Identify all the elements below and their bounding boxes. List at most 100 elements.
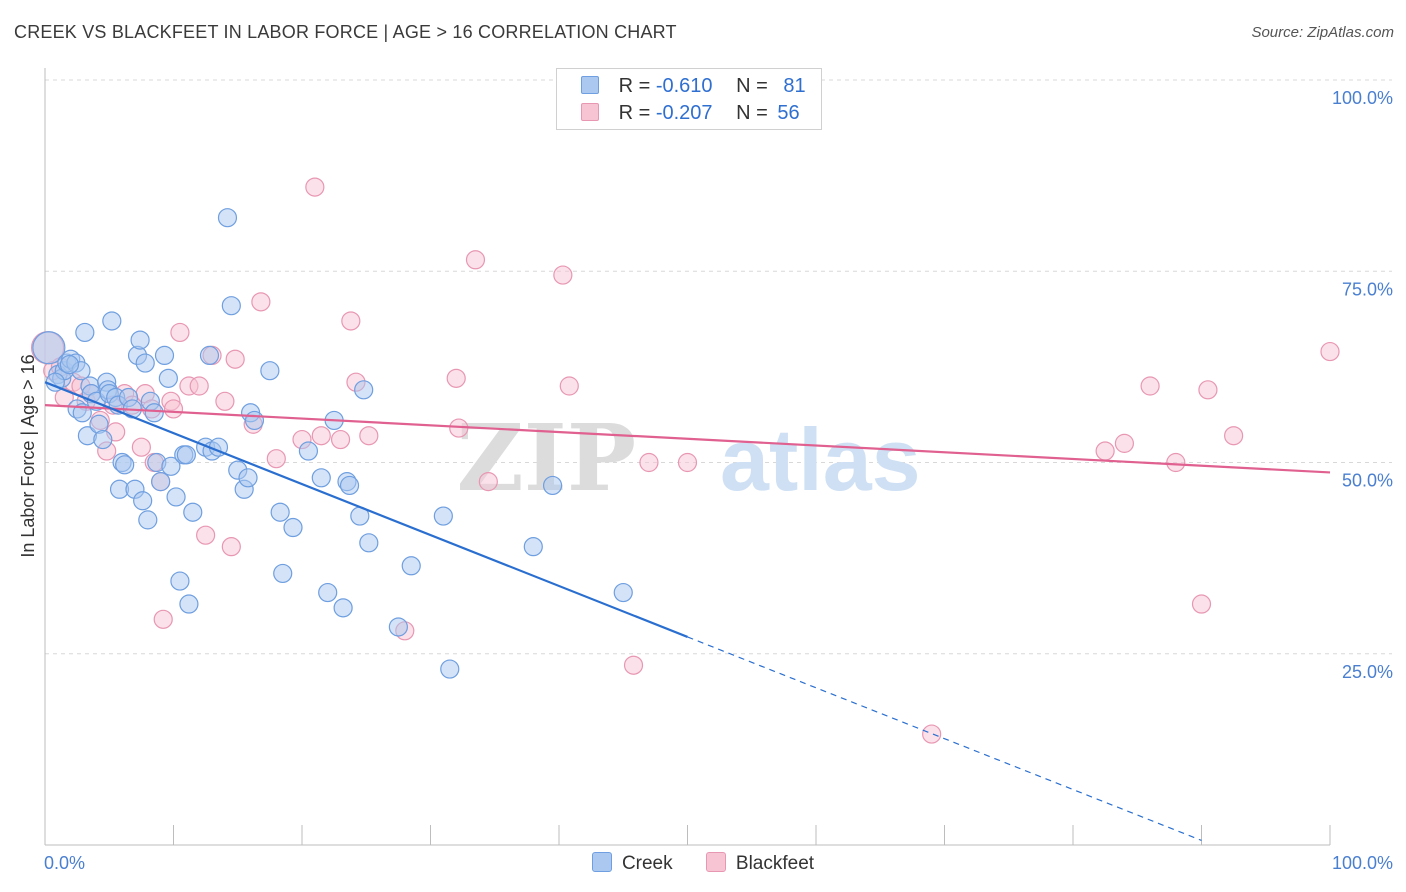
blackfeet-point (623, 655, 644, 675)
blackfeet-trend-line (44, 404, 1331, 474)
blackfeet-point (131, 437, 151, 457)
creek-point (318, 582, 338, 603)
creek-r-value: -0.610 (655, 75, 713, 97)
creek-point (542, 475, 563, 496)
creek-point (440, 659, 460, 679)
blackfeet-swatch (581, 103, 599, 121)
creek-point (273, 563, 293, 584)
creek-r-label: R = (618, 75, 651, 97)
creek-point (144, 403, 164, 423)
creek-point (102, 311, 122, 331)
blackfeet-point (330, 429, 351, 450)
y-tick-label: 75.0% (1342, 279, 1393, 299)
creek-point (244, 410, 265, 431)
blackfeet-point (215, 391, 235, 411)
blackfeet-point (153, 609, 173, 629)
series-legend: Creek Blackfeet (0, 852, 1406, 875)
blackfeet-point (251, 292, 271, 312)
blackfeet-point (1114, 433, 1135, 453)
blackfeet-point (553, 265, 573, 285)
creek-point (166, 487, 186, 507)
blackfeet-point (446, 368, 466, 388)
blackfeet-point (221, 537, 241, 557)
watermark: ZIP atlas (457, 404, 921, 512)
blackfeet-point (311, 426, 331, 446)
blackfeet-point (1191, 594, 1212, 614)
creek-point (179, 594, 199, 614)
blackfeet-point (922, 724, 942, 744)
axes (44, 68, 1331, 846)
creek-point (433, 506, 453, 526)
legend-row-blackfeet: R = -0.207 N = 56 (581, 102, 800, 128)
blackfeet-point (1095, 441, 1115, 461)
tick-labels: 25.0% 50.0% 75.0% 100.0% 0.0% 100.0% (44, 88, 1393, 873)
blackfeet-point (196, 525, 216, 545)
creek-point (221, 296, 241, 316)
blackfeet-r-value: -0.207 (655, 102, 713, 124)
blackfeet-point (1198, 380, 1218, 400)
blackfeet-n-value: 56 (777, 102, 800, 124)
legend-row-creek: R = -0.610 N = 81 (581, 75, 806, 101)
creek-point (170, 571, 190, 591)
legend-blackfeet-swatch (705, 852, 726, 872)
grid-lines (45, 79, 1392, 655)
creek-point (270, 502, 290, 522)
blackfeet-point (189, 376, 209, 396)
trend-lines (44, 381, 1331, 841)
blackfeet-point (305, 177, 325, 197)
creek-point (32, 331, 66, 365)
creek-n-value: 81 (783, 75, 806, 97)
chart-title: CREEK VS BLACKFEET IN LABOR FORCE | AGE … (14, 22, 677, 42)
blackfeet-point (677, 452, 698, 473)
creek-point (217, 208, 238, 228)
blackfeet-point (163, 399, 184, 419)
series-blackfeet-points (30, 177, 1340, 744)
creek-point (523, 537, 543, 557)
blackfeet-point (465, 250, 486, 270)
blackfeet-point (170, 322, 190, 343)
blackfeet-point (639, 452, 659, 473)
y-axis-label: In Labor Force | Age > 16 (18, 354, 38, 557)
creek-point (283, 517, 303, 538)
watermark-atlas: atlas (720, 410, 921, 509)
series-creek-points (32, 208, 633, 679)
creek-trend-line (44, 381, 688, 638)
creek-point (388, 617, 408, 637)
blackfeet-point (359, 426, 379, 446)
y-tick-label: 50.0% (1342, 471, 1393, 491)
creek-point (311, 468, 331, 488)
creek-point (59, 354, 80, 375)
creek-trend-extension (687, 636, 1202, 841)
blackfeet-r-label: R = (618, 102, 651, 124)
creek-point (154, 345, 175, 365)
creek-n-label: N = (736, 75, 768, 97)
correlation-legend: R = -0.610 N = 81 R = -0.207 N = 56 (556, 68, 822, 130)
blackfeet-point (225, 349, 245, 369)
blackfeet-point (1140, 376, 1160, 396)
creek-point (339, 475, 360, 496)
creek-point (151, 472, 171, 492)
creek-point (176, 445, 196, 465)
creek-point (354, 380, 374, 400)
legend-creek-swatch (591, 852, 612, 872)
creek-swatch (581, 76, 599, 94)
creek-point (401, 556, 421, 576)
blackfeet-point (1320, 341, 1340, 362)
creek-point (135, 353, 155, 373)
blackfeet-point (559, 376, 579, 396)
source-credit: Source: ZipAtlas.com (1251, 24, 1394, 41)
creek-point (161, 456, 181, 476)
creek-point (183, 502, 203, 522)
x-tick-label-min: 0.0% (44, 853, 85, 873)
blackfeet-point (266, 449, 286, 469)
blackfeet-n-label: N = (736, 102, 768, 124)
creek-point (133, 491, 153, 511)
watermark-zip: ZIP (457, 404, 636, 512)
blackfeet-point (478, 472, 498, 492)
creek-point (93, 429, 113, 450)
creek-point (158, 368, 178, 388)
creek-point (260, 361, 280, 381)
blackfeet-point (341, 311, 361, 331)
creek-point (115, 455, 135, 475)
